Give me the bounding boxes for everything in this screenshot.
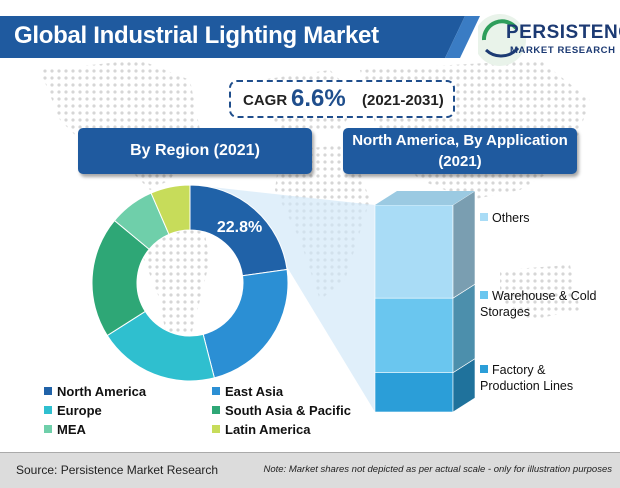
stack-segment-warehouse-cold-storages xyxy=(374,297,454,373)
source-text: Source: Persistence Market Research xyxy=(16,463,219,477)
legend-swatch xyxy=(44,425,52,433)
donut-slice-east-asia xyxy=(202,268,289,379)
note-text: Note: Market shares not depicted as per … xyxy=(263,464,612,475)
legend-item-europe: Europe xyxy=(44,403,102,418)
legend-swatch xyxy=(212,406,220,414)
stack-segment-side xyxy=(452,283,476,374)
stack-label-text: Factory & Production Lines xyxy=(480,363,574,393)
legend-swatch xyxy=(44,387,52,395)
stack-segment-factory-production-lines xyxy=(374,372,454,413)
stack-swatch xyxy=(480,365,488,373)
title-banner xyxy=(0,16,480,58)
legend-item-east-asia: East Asia xyxy=(212,384,283,399)
legend-label: South Asia & Pacific xyxy=(225,403,351,418)
legend-item-latin-america: Latin America xyxy=(212,422,311,437)
page-title: Global Industrial Lighting Market xyxy=(14,22,379,49)
stack-label-others: Others xyxy=(480,210,616,226)
legend-label: MEA xyxy=(57,422,86,437)
donut-slice-latin-america xyxy=(150,184,191,236)
logo-subtitle: MARKET RESEARCH xyxy=(510,45,616,56)
cagr-period: (2021-2031) xyxy=(362,92,444,109)
application-chart-title: North America, By Application (2021) xyxy=(343,128,577,174)
highlight-beam xyxy=(193,185,375,412)
legend-label: Latin America xyxy=(225,422,311,437)
stack-label-factory: Factory & Production Lines xyxy=(480,362,604,394)
logo-name: PERSISTENCE xyxy=(506,22,620,43)
cagr-value: 6.6% xyxy=(291,85,346,112)
persistence-logo-icon xyxy=(478,14,526,66)
cagr-label: CAGR xyxy=(243,92,288,109)
legend-label: Europe xyxy=(57,403,102,418)
legend-swatch xyxy=(44,406,52,414)
donut-data-label: 22.8% xyxy=(217,219,262,236)
legend-swatch xyxy=(212,425,220,433)
legend-swatch xyxy=(212,387,220,395)
legend-label: North America xyxy=(57,384,147,399)
cagr-box: CAGR 6.6% (2021-2031) xyxy=(229,80,455,118)
stack-label-text: Warehouse & Cold Storages xyxy=(480,289,597,319)
stack-segment-side xyxy=(452,190,476,299)
region-chart-title: By Region (2021) xyxy=(78,128,312,174)
legend-item-mea: MEA xyxy=(44,422,86,437)
stack-segment-others xyxy=(374,204,454,299)
footer: Source: Persistence Market Research Note… xyxy=(0,452,620,488)
stack-swatch xyxy=(480,291,488,299)
legend-item-south-asia-pacific: South Asia & Pacific xyxy=(212,403,351,418)
legend-item-north-america: North America xyxy=(44,384,146,399)
stack-label-text: Others xyxy=(492,211,530,225)
donut-slice-north-america xyxy=(189,184,288,277)
stack-swatch xyxy=(480,213,488,221)
stack-label-warehouse: Warehouse & Cold Storages xyxy=(480,288,604,320)
legend-label: East Asia xyxy=(225,384,284,399)
stack-top-face xyxy=(375,191,475,205)
